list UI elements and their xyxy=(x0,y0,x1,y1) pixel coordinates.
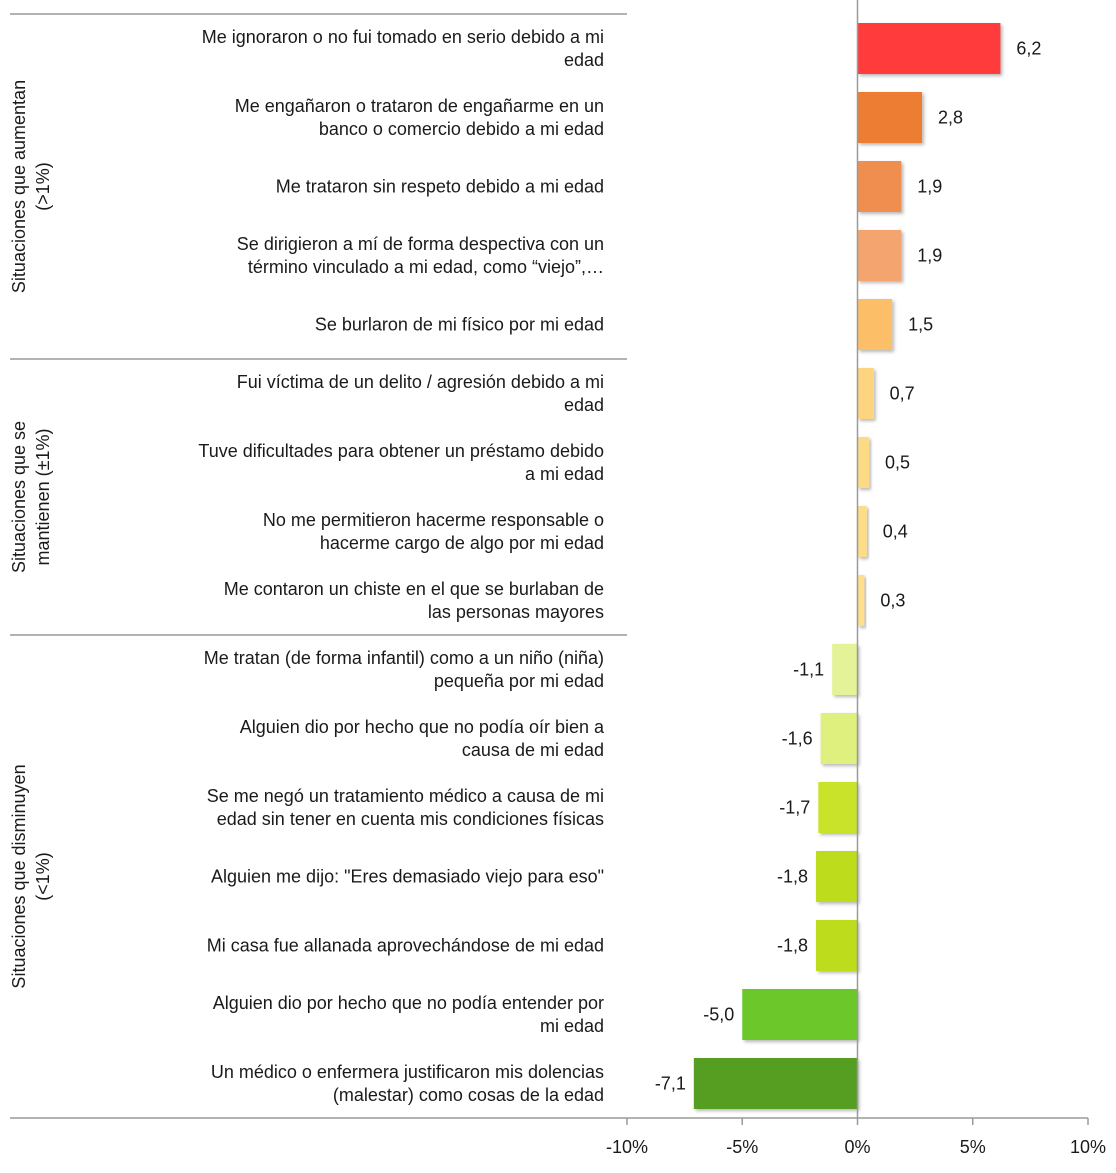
group-label: (>1%) xyxy=(33,162,53,211)
data-label: 2,8 xyxy=(938,108,963,128)
bar xyxy=(857,230,902,281)
x-tick-label: -10% xyxy=(606,1137,648,1157)
bar xyxy=(742,989,858,1040)
group-label: Situaciones que disminuyen xyxy=(9,764,29,988)
category-label: Fui víctima de un delito / agresión debi… xyxy=(237,372,604,392)
category-label: Se dirigieron a mí de forma despectiva c… xyxy=(237,234,604,254)
data-label: -1,7 xyxy=(779,798,810,818)
data-label: 0,7 xyxy=(890,384,915,404)
data-label: 0,3 xyxy=(880,591,905,611)
category-label: las personas mayores xyxy=(428,602,604,622)
data-label: 0,5 xyxy=(885,453,910,473)
data-label: 1,9 xyxy=(917,177,942,197)
group-label: Situaciones que aumentan xyxy=(9,80,29,293)
category-label: Me ignoraron o no fui tomado en serio de… xyxy=(202,27,604,47)
data-label: -1,8 xyxy=(777,936,808,956)
group-label: (<1%) xyxy=(33,852,53,901)
data-label: 1,5 xyxy=(908,315,933,335)
category-label: edad sin tener en cuenta mis condiciones… xyxy=(217,809,604,829)
data-label: -1,8 xyxy=(777,867,808,887)
category-label: Se me negó un tratamiento médico a causa… xyxy=(207,786,604,806)
category-label: mi edad xyxy=(540,1016,604,1036)
category-label: a mi edad xyxy=(525,464,604,484)
category-label: banco o comercio debido a mi edad xyxy=(319,119,604,139)
data-label: -1,6 xyxy=(782,729,813,749)
category-label: Un médico o enfermera justificaron mis d… xyxy=(211,1062,604,1082)
category-label: Se burlaron de mi físico por mi edad xyxy=(315,315,604,335)
bar xyxy=(832,644,858,695)
data-label: 0,4 xyxy=(883,522,908,542)
category-label: (malestar) como cosas de la edad xyxy=(333,1085,604,1105)
bar xyxy=(857,23,1001,74)
category-label: Me contaron un chiste en el que se burla… xyxy=(224,579,604,599)
x-tick-label: -5% xyxy=(726,1137,758,1157)
category-label: término vinculado a mi edad, como “viejo… xyxy=(248,257,604,277)
bar xyxy=(820,713,858,764)
bar xyxy=(857,437,870,488)
data-label: 6,2 xyxy=(1016,39,1041,59)
category-label: No me permitieron hacerme responsable o xyxy=(263,510,604,530)
bar xyxy=(816,851,858,902)
bar xyxy=(693,1058,858,1109)
data-label: -5,0 xyxy=(703,1005,734,1025)
x-tick-label: 5% xyxy=(960,1137,986,1157)
bar xyxy=(857,575,865,626)
category-label: edad xyxy=(564,50,604,70)
data-label: -1,1 xyxy=(793,660,824,680)
category-label: Alguien me dijo: "Eres demasiado viejo p… xyxy=(211,867,604,887)
x-tick-label: 0% xyxy=(844,1137,870,1157)
bar xyxy=(857,368,874,419)
category-label: causa de mi edad xyxy=(462,740,604,760)
category-label: Me engañaron o trataron de engañarme en … xyxy=(235,96,604,116)
category-label: Mi casa fue allanada aprovechándose de m… xyxy=(207,936,604,956)
category-label: Tuve dificultades para obtener un présta… xyxy=(198,441,604,461)
x-tick-label: 10% xyxy=(1070,1137,1106,1157)
category-label: pequeña por mi edad xyxy=(434,671,604,691)
category-label: Alguien dio por hecho que no podía oír b… xyxy=(240,717,605,737)
category-label: Alguien dio por hecho que no podía enten… xyxy=(213,993,604,1013)
bar xyxy=(816,920,858,971)
bar xyxy=(857,299,893,350)
category-label: Me trataron sin respeto debido a mi edad xyxy=(276,177,604,197)
category-label: Me tratan (de forma infantil) como a un … xyxy=(204,648,604,668)
bar xyxy=(857,92,923,143)
data-label: 1,9 xyxy=(917,246,942,266)
group-label: mantienen (±1%) xyxy=(33,429,53,566)
group-label: Situaciones que se xyxy=(9,421,29,573)
bar xyxy=(857,161,902,212)
bar xyxy=(818,782,858,833)
category-label: edad xyxy=(564,395,604,415)
category-label: hacerme cargo de algo por mi edad xyxy=(320,533,604,553)
data-label: -7,1 xyxy=(655,1074,686,1094)
bar xyxy=(857,506,867,557)
